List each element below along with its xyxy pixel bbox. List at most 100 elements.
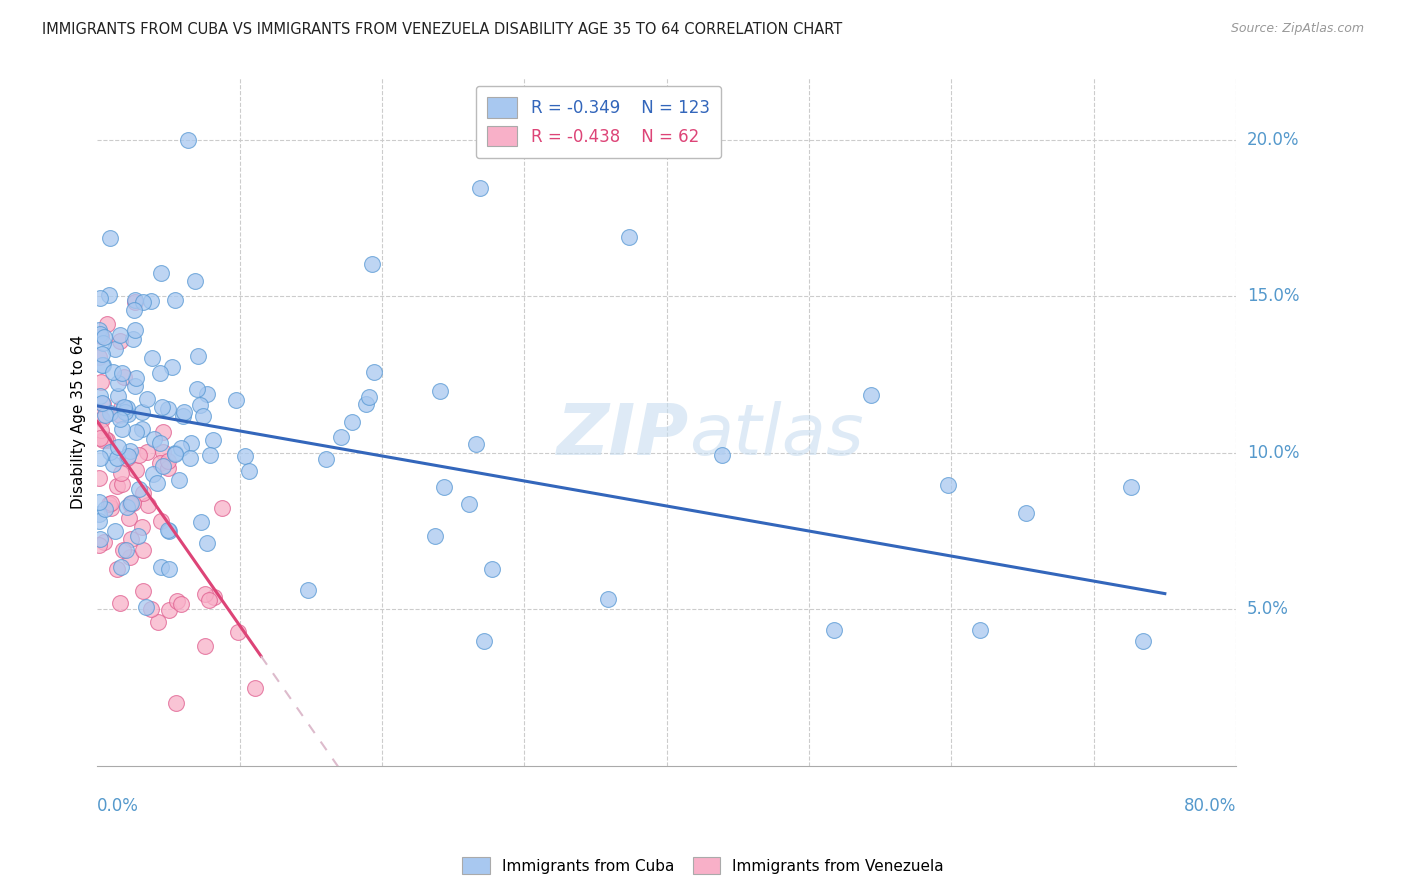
Point (100, 496, 122, 510)
Text: atlas: atlas (689, 401, 865, 470)
Point (195, 387, 218, 401)
Point (89, 431, 111, 445)
Point (122, 496, 145, 510)
Point (149, 436, 172, 450)
Point (89, 409, 111, 423)
Point (470, 181, 492, 195)
Text: IMMIGRANTS FROM CUBA VS IMMIGRANTS FROM VENEZUELA DISABILITY AGE 35 TO 64 CORREL: IMMIGRANTS FROM CUBA VS IMMIGRANTS FROM … (42, 22, 842, 37)
Point (180, 435, 202, 450)
Point (198, 448, 221, 462)
Point (112, 401, 135, 416)
Point (94, 432, 117, 446)
Point (458, 497, 481, 511)
Point (433, 480, 456, 494)
Point (235, 449, 257, 463)
Point (132, 584, 155, 599)
Point (120, 495, 142, 509)
Point (165, 293, 187, 307)
Point (110, 560, 132, 574)
Point (128, 482, 150, 496)
Point (472, 633, 495, 648)
Point (91, 395, 114, 409)
Point (131, 422, 153, 436)
Point (112, 400, 135, 414)
Point (169, 441, 191, 455)
Point (148, 615, 170, 629)
Point (141, 351, 163, 365)
Point (108, 596, 131, 610)
Point (177, 133, 200, 147)
Point (167, 473, 190, 487)
Point (89, 327, 111, 342)
Point (297, 583, 319, 598)
Point (132, 485, 155, 500)
Point (110, 408, 132, 422)
Point (111, 367, 134, 381)
Point (125, 371, 148, 385)
Point (194, 639, 217, 653)
Point (165, 447, 187, 461)
Point (124, 293, 146, 307)
Point (94, 409, 117, 423)
Point (359, 390, 381, 404)
Point (173, 405, 195, 419)
Point (225, 392, 247, 407)
Point (101, 457, 124, 471)
Point (329, 429, 352, 443)
Point (315, 452, 337, 467)
Point (87, 471, 110, 485)
Point (170, 597, 193, 611)
Point (195, 535, 218, 549)
Point (107, 440, 129, 454)
Point (96, 433, 118, 447)
Y-axis label: Disability Age 35 to 64: Disability Age 35 to 64 (72, 334, 86, 508)
Point (112, 370, 135, 384)
Point (131, 405, 153, 419)
Point (1132, 633, 1154, 648)
Point (98, 231, 121, 245)
Point (194, 587, 217, 601)
Point (186, 382, 208, 396)
Point (89, 292, 111, 306)
Point (98, 287, 121, 301)
Point (135, 392, 157, 406)
Point (131, 294, 153, 309)
Point (91, 433, 114, 447)
Point (118, 497, 141, 511)
Point (139, 294, 162, 309)
Point (122, 332, 145, 346)
Point (150, 266, 173, 280)
Point (100, 500, 122, 515)
Point (190, 515, 212, 529)
Point (152, 425, 174, 439)
Point (139, 601, 162, 615)
Point (101, 365, 124, 379)
Point (340, 416, 363, 430)
Legend: Immigrants from Cuba, Immigrants from Venezuela: Immigrants from Cuba, Immigrants from Ve… (456, 851, 950, 880)
Point (90, 358, 112, 372)
Point (89, 514, 111, 528)
Point (90, 329, 112, 343)
Text: 80.0%: 80.0% (1184, 797, 1236, 814)
Point (90, 411, 112, 425)
Point (124, 425, 146, 439)
Point (90, 375, 112, 389)
Point (1015, 506, 1038, 520)
Point (187, 350, 209, 364)
Point (150, 401, 173, 415)
Point (87, 323, 110, 337)
Point (117, 449, 139, 463)
Point (131, 520, 153, 534)
Point (201, 434, 224, 448)
Point (142, 467, 165, 481)
Point (118, 444, 141, 458)
Point (228, 624, 250, 639)
Point (481, 562, 503, 576)
Point (120, 533, 142, 547)
Point (87, 495, 110, 509)
Point (202, 591, 225, 605)
Point (149, 560, 172, 574)
Point (89, 451, 111, 466)
Point (179, 450, 201, 465)
Point (89, 389, 111, 403)
